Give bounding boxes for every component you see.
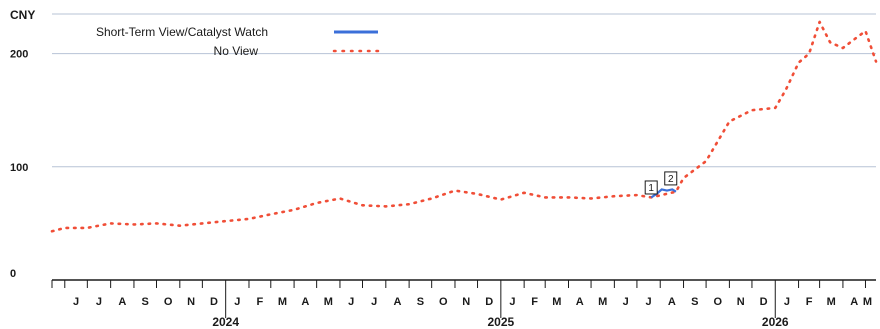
x-month-label: F xyxy=(531,296,538,308)
x-month-label: A xyxy=(301,296,309,308)
x-month-label: A xyxy=(668,296,676,308)
legend-label-no-view: No View xyxy=(214,44,259,58)
x-month-label: D xyxy=(485,296,493,308)
y-tick-label: 200 xyxy=(10,49,28,61)
series-short-term-line xyxy=(650,188,677,199)
x-month-label: J xyxy=(646,296,652,308)
x-month-label: D xyxy=(760,296,768,308)
annotations-layer: 12 xyxy=(644,171,678,195)
x-month-label: N xyxy=(187,296,195,308)
annotation-marker-box xyxy=(664,171,678,186)
x-month-label: F xyxy=(257,296,264,308)
x-month-label: S xyxy=(417,296,424,308)
x-month-label: O xyxy=(439,296,448,308)
series-no-view-line xyxy=(50,20,878,233)
x-month-label: J xyxy=(784,296,790,308)
x-month-label: N xyxy=(737,296,745,308)
x-month-label: M xyxy=(598,296,607,308)
y-tick-label: 0 xyxy=(10,268,16,280)
series-layer xyxy=(50,20,878,233)
x-month-label: F xyxy=(806,296,813,308)
x-month-label: J xyxy=(96,296,102,308)
legend-label-short-term: Short-Term View/Catalyst Watch xyxy=(96,25,268,39)
x-month-label: D xyxy=(210,296,218,308)
x-year-label: 2025 xyxy=(487,315,514,329)
x-month-label: J xyxy=(509,296,515,308)
x-year-label: 2026 xyxy=(762,315,789,329)
x-month-label: S xyxy=(142,296,149,308)
unit-label: CNY xyxy=(10,8,35,22)
x-month-label: N xyxy=(462,296,470,308)
y-tick-label: 100 xyxy=(10,162,28,174)
grid xyxy=(52,13,876,168)
x-month-label: J xyxy=(348,296,354,308)
annotation-marker-box xyxy=(644,180,658,195)
y-axis-labels: 0 100 200 xyxy=(10,49,28,280)
annotation-marker-label: 1 xyxy=(648,183,654,194)
x-month-label: S xyxy=(691,296,698,308)
x-axis: J J A S O N D J F M A M J J A S O N D J F M A M J J A S O N D J F M A M2024… xyxy=(51,279,876,329)
x-month-label: M xyxy=(863,296,872,308)
x-month-label: M xyxy=(552,296,561,308)
x-month-label: A xyxy=(850,296,858,308)
x-month-label: A xyxy=(393,296,401,308)
x-month-label: M xyxy=(278,296,287,308)
x-month-label: M xyxy=(324,296,333,308)
x-year-label: 2024 xyxy=(212,315,239,329)
annotation-marker-label: 2 xyxy=(668,174,674,185)
x-month-label: O xyxy=(713,296,722,308)
x-month-label: J xyxy=(371,296,377,308)
x-month-label: M xyxy=(827,296,836,308)
x-month-label: A xyxy=(118,296,126,308)
x-month-label: O xyxy=(164,296,173,308)
x-month-label: J xyxy=(234,296,240,308)
x-month-label: J xyxy=(623,296,629,308)
legend: Short-Term View/Catalyst Watch No View xyxy=(96,25,380,58)
x-month-label: J xyxy=(73,296,79,308)
x-month-label: A xyxy=(576,296,584,308)
